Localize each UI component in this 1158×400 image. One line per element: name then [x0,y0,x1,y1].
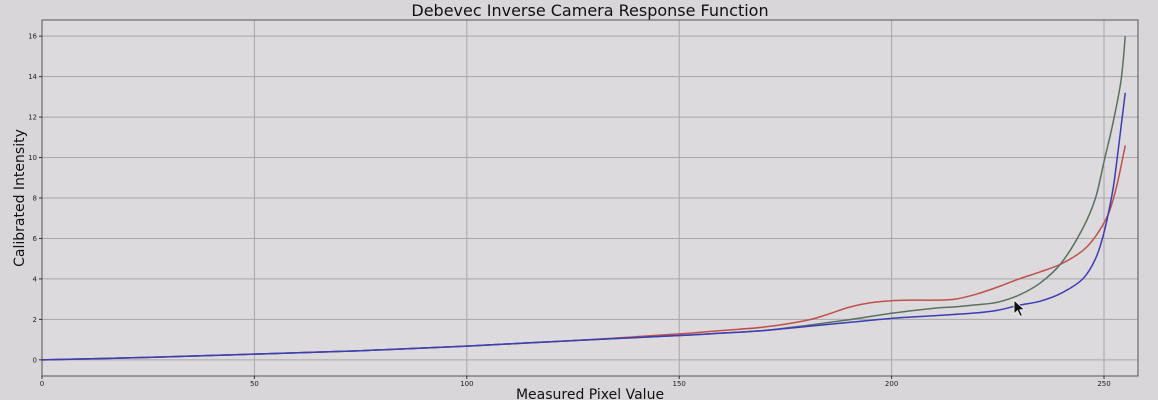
y-tick-label: 14 [28,73,37,81]
x-axis-ticks: 0 50 100 150 200 250 [40,376,1111,388]
y-tick-label: 4 [33,275,38,283]
series-line [41,92,1127,361]
y-tick-label: 0 [33,356,37,364]
series-group [41,36,1127,361]
y-tick-label: 12 [28,114,37,122]
x-tick-label: 100 [460,380,473,388]
y-tick-label: 2 [33,316,37,324]
x-tick-label: 200 [885,380,898,388]
y-axis-label: Calibrated Intensity [12,129,28,267]
chart-title: Debevec Inverse Camera Response Function [411,1,768,20]
mouse-cursor-icon [1013,298,1026,317]
y-tick-label: 10 [28,154,37,162]
x-tick-label: 0 [40,380,44,388]
y-axis-ticks: 0 2 4 6 8 10 12 14 16 [28,33,42,364]
x-tick-label: 250 [1097,380,1110,388]
grid-lines [41,20,1138,376]
y-tick-label: 16 [28,33,37,41]
y-tick-label: 8 [33,195,37,203]
x-tick-label: 150 [673,380,686,388]
x-tick-label: 50 [250,380,259,388]
y-tick-label: 6 [33,235,38,243]
x-axis-label: Measured Pixel Value [516,387,664,400]
